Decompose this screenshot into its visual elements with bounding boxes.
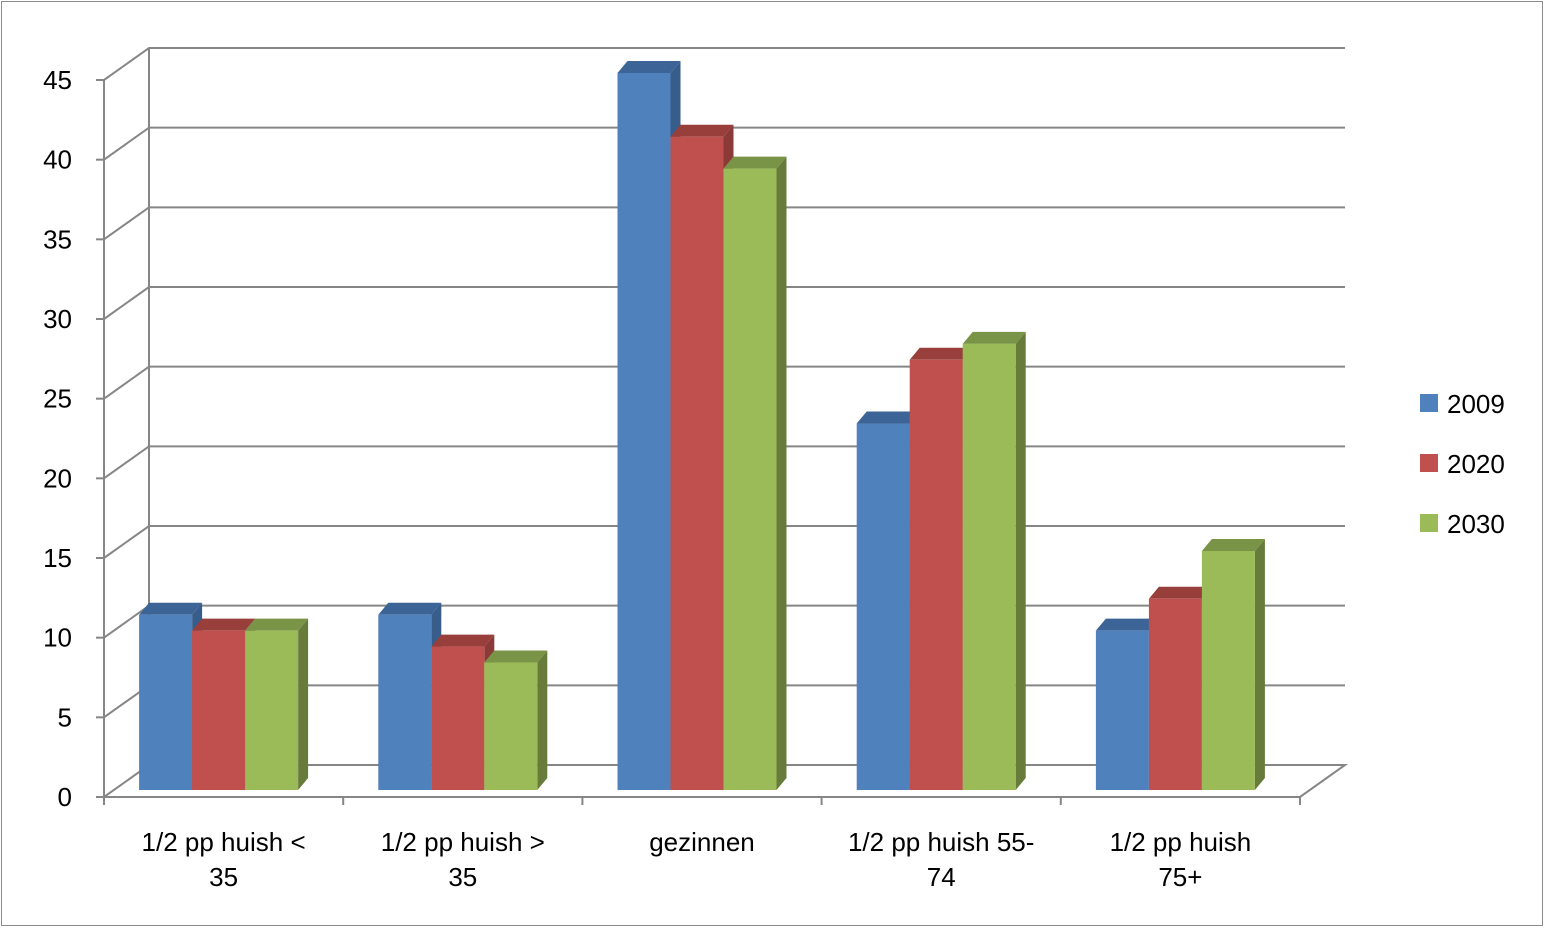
bar-2030 <box>962 343 1016 790</box>
bar-top-2009 <box>139 602 203 615</box>
y-tick-label: 15 <box>43 543 72 573</box>
bar-top-2020 <box>1148 586 1212 599</box>
bar-top-2030 <box>245 618 309 631</box>
bar-top-2030 <box>1201 539 1265 551</box>
bar-2009 <box>378 614 432 790</box>
bar-top-2020 <box>192 618 256 631</box>
x-category-label: 1/2 pp huish 75+ <box>1110 827 1252 892</box>
bar-top-2009 <box>378 602 442 615</box>
y-tick-label: 45 <box>43 65 72 95</box>
bar-2020 <box>192 630 246 790</box>
legend: 2009 2020 2030 <box>1420 389 1505 539</box>
bar-top-2020 <box>431 634 495 647</box>
bar-2009 <box>856 423 910 790</box>
bar-top-2009 <box>617 61 681 73</box>
bar-top-2030 <box>962 331 1026 344</box>
x-category-label-line: gezinnen <box>649 827 755 857</box>
bar-2030 <box>723 168 777 791</box>
bar-side-2030 <box>298 618 309 790</box>
legend-swatch-2020 <box>1420 454 1438 472</box>
x-category-label-line: 1/2 pp huish > <box>381 827 545 857</box>
bar-2020 <box>909 359 963 790</box>
y-tick-label: 10 <box>43 623 72 653</box>
bar-top-2030 <box>723 156 787 169</box>
bar-top-2009 <box>1095 618 1159 631</box>
x-category-label: 1/2 pp huish < 35 <box>142 827 306 892</box>
bar-2009 <box>139 614 193 790</box>
bar-2030 <box>245 630 299 790</box>
legend-label-2009: 2009 <box>1447 389 1505 419</box>
y-tick-label: 0 <box>58 782 72 812</box>
y-tick-label: 30 <box>43 304 72 334</box>
bars <box>139 61 1265 791</box>
bar-2020 <box>670 136 724 790</box>
legend-swatch-2009 <box>1420 394 1438 412</box>
legend-label-2020: 2020 <box>1447 449 1505 479</box>
x-category-label: 1/2 pp huish > 35 <box>381 827 545 892</box>
y-tick-label: 5 <box>58 702 72 732</box>
bar-2009 <box>1095 630 1149 790</box>
x-category-label-line: 35 <box>209 862 238 892</box>
y-tick-label: 40 <box>43 145 72 175</box>
x-category-label: gezinnen <box>649 827 755 857</box>
bar-top-2009 <box>856 411 920 424</box>
y-tick-label: 35 <box>43 224 72 254</box>
x-category-label-line: 1/2 pp huish < <box>142 827 306 857</box>
bar-side-2030 <box>1015 331 1026 790</box>
x-category-label-line: 75+ <box>1158 862 1202 892</box>
bar-2030 <box>484 662 538 790</box>
bar-side-2030 <box>1254 539 1265 790</box>
legend-swatch-2030 <box>1420 514 1438 532</box>
bar-2009 <box>617 73 671 790</box>
bar-side-2030 <box>776 156 787 791</box>
bar-2020 <box>1148 598 1202 790</box>
bar-2020 <box>431 646 485 790</box>
x-category-label-line: 35 <box>448 862 477 892</box>
y-tick-label: 20 <box>43 463 72 493</box>
axes <box>96 48 1349 805</box>
bar-top-2020 <box>670 124 734 137</box>
bar-2030 <box>1201 551 1255 790</box>
bar-top-2020 <box>909 347 973 360</box>
bar-top-2030 <box>484 650 548 663</box>
x-category-label-line: 1/2 pp huish 55- <box>848 827 1034 857</box>
x-category-label-line: 74 <box>927 862 956 892</box>
legend-label-2030: 2030 <box>1447 509 1505 539</box>
x-category-label-line: 1/2 pp huish <box>1110 827 1252 857</box>
y-tick-label: 25 <box>43 384 72 414</box>
x-category-label: 1/2 pp huish 55- 74 <box>848 827 1034 892</box>
gridline <box>103 47 1345 81</box>
bar-side-2030 <box>537 650 548 790</box>
